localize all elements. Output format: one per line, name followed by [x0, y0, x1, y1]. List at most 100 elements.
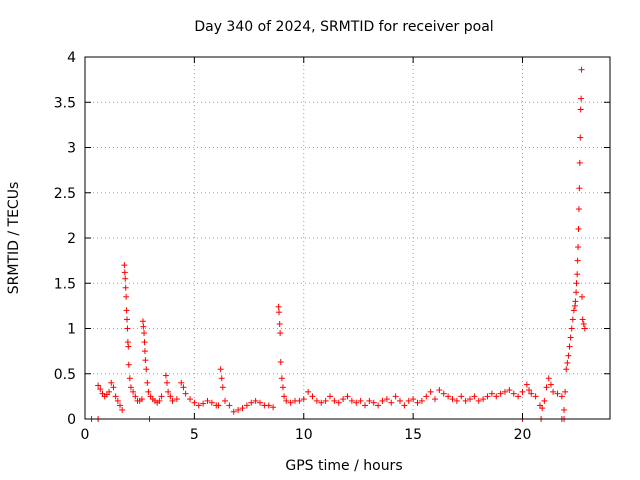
data-point: [568, 325, 575, 332]
data-point: [362, 402, 368, 409]
data-point: [471, 393, 478, 400]
data-point: [493, 393, 500, 400]
data-point: [410, 396, 417, 403]
data-point: [195, 402, 202, 409]
x-axis-label: GPS time / hours: [285, 458, 402, 474]
data-point: [208, 399, 215, 406]
data-point: [383, 396, 390, 403]
axis-ticks: 0 5 10 15 20 0 0.5 1 1.5 2 2.5 3 3.5 4: [54, 50, 610, 443]
data-point: [124, 316, 130, 323]
data-point: [579, 316, 586, 323]
data-point: [215, 402, 222, 409]
data-point: [239, 405, 246, 412]
data-point: [283, 397, 290, 404]
y-tick-label: 2: [67, 231, 76, 247]
data-point: [572, 298, 579, 305]
data-point: [353, 399, 360, 406]
y-axis-label: SRMTID / TECUs: [6, 182, 22, 295]
data-point: [348, 397, 355, 404]
data-point: [276, 320, 283, 327]
data-point: [562, 388, 569, 395]
data-point: [335, 399, 342, 406]
data-point: [117, 402, 123, 409]
data-point: [510, 390, 517, 397]
y-tick-label: 1.5: [54, 276, 76, 292]
data-point: [570, 307, 577, 314]
data-point: [370, 399, 377, 406]
data-point: [574, 271, 581, 278]
data-point: [480, 396, 487, 403]
data-point: [578, 95, 585, 102]
data-point: [165, 388, 172, 395]
data-point: [141, 348, 148, 355]
data-point: [543, 384, 550, 391]
y-tick-label: 0: [67, 412, 76, 428]
data-point: [331, 397, 338, 404]
plot-frame: [84, 56, 611, 420]
data-point: [563, 366, 570, 373]
data-point: [575, 206, 582, 213]
y-tick-label: 4: [67, 50, 76, 66]
data-point: [554, 390, 561, 397]
data-point: [497, 390, 504, 397]
data-point: [580, 320, 587, 327]
data-point: [567, 334, 574, 341]
grid: [85, 57, 610, 419]
data-point: [545, 375, 552, 382]
data-point: [270, 404, 277, 411]
data-point: [119, 406, 126, 413]
data-point: [277, 358, 284, 365]
data-point: [475, 397, 482, 404]
data-point: [141, 339, 148, 346]
data-point: [121, 262, 128, 269]
x-tick-label: 20: [514, 427, 532, 443]
data-point: [95, 382, 102, 389]
data-point: [576, 159, 583, 166]
data-point: [357, 397, 364, 404]
data-point: [275, 303, 282, 310]
data-point: [180, 384, 187, 391]
data-point: [565, 352, 572, 359]
data-point: [445, 393, 452, 400]
data-point: [265, 402, 272, 409]
data-point: [418, 397, 425, 404]
data-point: [432, 396, 438, 403]
y-tick-label: 0.5: [54, 367, 76, 383]
data-point: [222, 397, 228, 404]
chart-title: Day 340 of 2024, SRMTID for receiver poa…: [194, 19, 493, 35]
data-point: [162, 372, 169, 379]
data-point: [130, 388, 137, 395]
data-point: [276, 309, 283, 316]
data-points: [88, 66, 588, 422]
data-point: [125, 343, 132, 350]
data-point: [305, 388, 312, 395]
data-point: [106, 388, 113, 395]
data-point: [574, 257, 581, 264]
data-point: [125, 361, 132, 368]
data-point: [164, 379, 171, 386]
data-point: [561, 406, 568, 413]
data-point: [243, 402, 250, 409]
y-tick-label: 3.5: [54, 95, 76, 111]
data-point: [515, 393, 522, 400]
data-point: [114, 397, 121, 404]
data-point: [112, 393, 119, 400]
x-tick-label: 5: [190, 427, 199, 443]
data-point: [252, 397, 259, 404]
data-point: [575, 244, 582, 251]
data-point: [322, 397, 329, 404]
data-point: [279, 384, 286, 391]
data-point: [108, 379, 115, 386]
data-point: [550, 388, 557, 395]
data-point: [122, 275, 129, 282]
data-point: [453, 397, 460, 404]
data-point: [122, 284, 129, 291]
data-point: [436, 387, 443, 394]
data-point: [287, 399, 294, 406]
data-point: [123, 293, 130, 300]
data-point: [124, 325, 131, 332]
data-point: [278, 375, 285, 382]
data-point: [577, 106, 584, 113]
data-point: [528, 390, 535, 397]
